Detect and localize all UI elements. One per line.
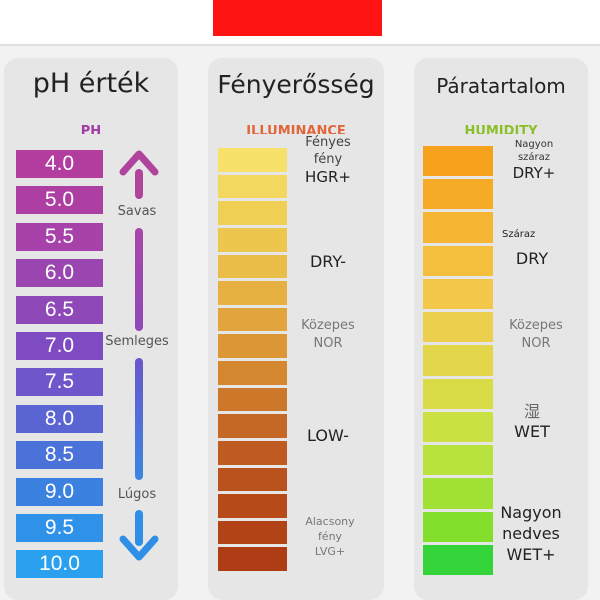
light-swatch: [218, 148, 287, 172]
medium-light-label: Közepes NOR: [301, 318, 355, 351]
light-swatch: [218, 227, 287, 252]
very-dry-label: Nagyon száraz DRY+: [512, 139, 556, 182]
light-swatch: [218, 547, 287, 571]
ph-value-7-0: 7.0: [16, 332, 103, 360]
red-header-bar: [213, 0, 382, 36]
light-swatch: [218, 414, 287, 438]
dry-light-label: DRY-: [309, 252, 347, 271]
ph-value-5-0: 5.0: [16, 186, 103, 215]
light-swatch: [218, 307, 287, 332]
light-swatch: [218, 174, 287, 199]
arrow-down-icon: [119, 535, 159, 561]
light-swatch: [218, 467, 287, 492]
humidity-swatch: [423, 345, 493, 376]
alkaline-label: Lúgos: [117, 487, 157, 502]
light-swatch: [218, 281, 287, 305]
ph-title: pH érték: [32, 68, 150, 99]
light-swatch: [218, 494, 287, 518]
humidity-swatch: [423, 278, 493, 310]
ph-value-8-0: 8.0: [16, 404, 103, 433]
humidity-swatch: [423, 212, 493, 243]
humidity-swatch: [423, 411, 493, 443]
ph-value-10-0: 10.0: [16, 550, 103, 579]
ph-ghost-title: PH: [80, 124, 102, 134]
light-swatch: [218, 520, 287, 545]
ph-value-6-0: 6.0: [16, 259, 103, 288]
humidity-panel: Páratartalom HUMIDITY Nagyon száraz DRY+…: [414, 58, 588, 600]
arrow-up-icon: [119, 150, 159, 176]
ph-arrow-shaft-bottom: [135, 510, 143, 546]
ph-value-7-5: 7.5: [16, 368, 103, 397]
light-swatch: [218, 201, 287, 225]
medium-humidity-label: Közepes NOR: [509, 318, 563, 351]
dim-light-label: Alacsony fény LVG+: [305, 515, 355, 558]
light-swatch: [218, 440, 287, 465]
neutral-label: Semleges: [105, 334, 169, 349]
ph-value-9-0: 9.0: [16, 477, 103, 506]
humidity-swatch: [423, 511, 493, 542]
wet-label: 湿 WET: [514, 402, 550, 441]
ph-value-4-0: 4.0: [16, 150, 103, 178]
dry-humidity-label: Száraz DRY: [502, 229, 549, 268]
acidic-label: Savas: [117, 204, 157, 219]
light-swatch: [218, 387, 287, 412]
ph-value-5-5: 5.5: [16, 222, 103, 251]
humidity-title: Páratartalom: [436, 74, 566, 98]
humidity-ghost-title: HUMIDITY: [464, 124, 538, 134]
ph-panel: pH érték PH 4.0 5.0 5.5 6.0 6.5 7.0 7.5 8.0 8.5 9…: [4, 58, 178, 600]
ph-arrow-shaft-top: [135, 169, 143, 199]
humidity-swatch: [423, 312, 493, 343]
humidity-swatch: [423, 245, 493, 276]
humidity-swatch: [423, 445, 493, 476]
light-swatch: [218, 254, 287, 279]
humidity-swatch: [423, 544, 493, 575]
humidity-swatch: [423, 478, 493, 509]
humidity-swatch: [423, 146, 493, 177]
ph-arrow-shaft-upper: [135, 228, 143, 331]
light-title: Fényerősség: [217, 70, 375, 99]
light-swatch: [218, 334, 287, 358]
light-swatch: [218, 361, 287, 385]
ph-value-9-5: 9.5: [16, 514, 103, 542]
light-panel: Fényerősség ILLUMINANCE Fényes fény HGR+…: [208, 58, 384, 600]
ph-value-8-5: 8.5: [16, 441, 103, 470]
ph-value-6-5: 6.5: [16, 295, 103, 324]
ph-arrow-shaft-lower: [135, 358, 143, 480]
humidity-swatch: [423, 378, 493, 409]
low-light-label: LOW-: [307, 426, 349, 445]
very-wet-label: Nagyon nedves WET+: [500, 503, 562, 564]
light-ghost-title: ILLUMINANCE: [246, 124, 346, 134]
humidity-swatch: [423, 179, 493, 210]
bright-light-label: Fényes fény HGR+: [305, 135, 351, 186]
